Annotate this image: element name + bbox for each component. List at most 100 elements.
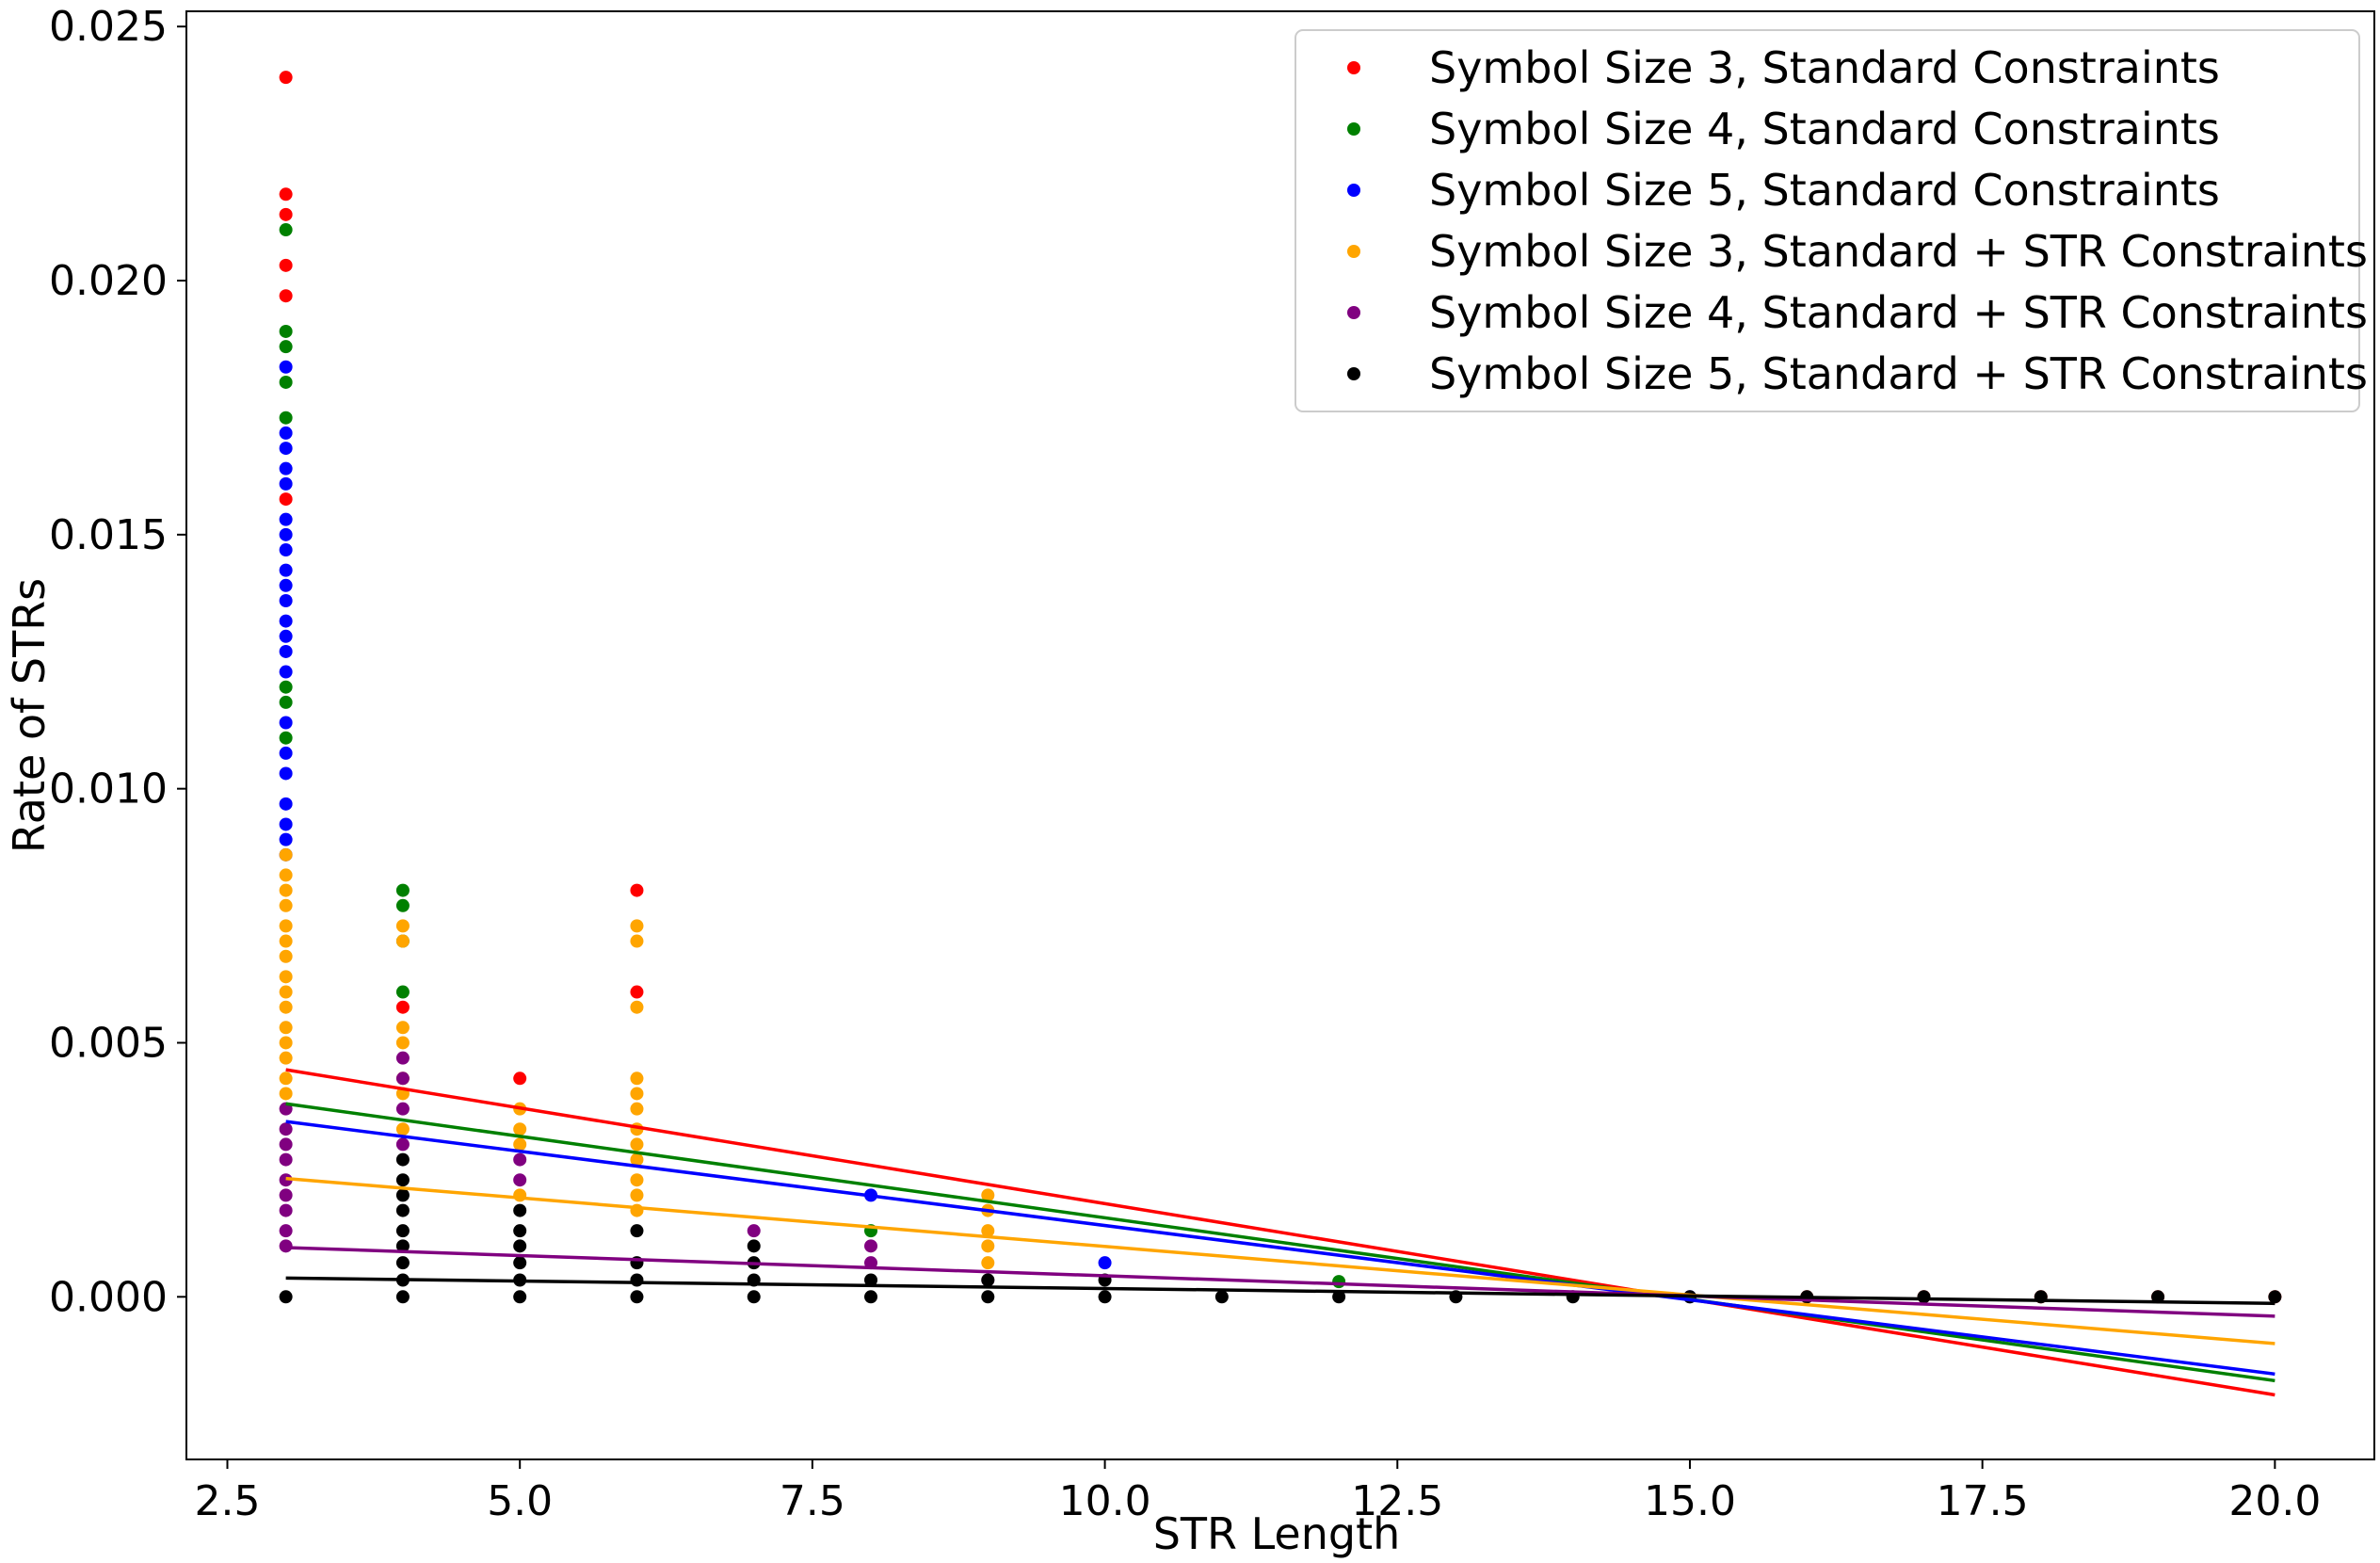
data-point xyxy=(513,1239,527,1253)
legend-marker xyxy=(1347,184,1360,197)
data-point xyxy=(279,543,293,557)
x-tick-label: 5.0 xyxy=(487,1477,553,1525)
data-point xyxy=(981,1256,995,1270)
data-point xyxy=(864,1273,878,1287)
data-point xyxy=(279,898,293,912)
data-point xyxy=(395,1203,410,1217)
data-point xyxy=(279,731,293,745)
data-point xyxy=(279,207,293,221)
data-point xyxy=(279,340,293,354)
data-point xyxy=(279,527,293,541)
data-point xyxy=(513,1203,527,1217)
data-point xyxy=(395,934,410,948)
data-point xyxy=(513,1122,527,1136)
data-point xyxy=(395,1036,410,1050)
data-point xyxy=(279,461,293,475)
data-point xyxy=(630,1087,644,1101)
data-point xyxy=(630,1173,644,1187)
data-point xyxy=(279,258,293,272)
data-point xyxy=(630,1273,644,1287)
data-point xyxy=(279,883,293,897)
data-point xyxy=(279,949,293,963)
data-point xyxy=(279,629,293,643)
data-point xyxy=(279,797,293,811)
data-point xyxy=(279,563,293,577)
legend-label: Symbol Size 3, Standard + STR Constraint… xyxy=(1429,226,2368,277)
plot-area-frame xyxy=(185,10,2375,1460)
data-point xyxy=(630,883,644,897)
x-tick-label: 20.0 xyxy=(2228,1477,2321,1525)
y-tick-label: 0.020 xyxy=(49,257,168,305)
data-point xyxy=(279,847,293,862)
legend-marker xyxy=(1347,61,1360,74)
data-point xyxy=(395,1021,410,1035)
data-point xyxy=(513,1290,527,1304)
data-point xyxy=(395,1122,410,1136)
y-tick-label: 0.005 xyxy=(49,1019,168,1067)
data-point xyxy=(395,1239,410,1253)
data-point xyxy=(279,1152,293,1167)
x-tick-label: 12.5 xyxy=(1351,1477,1443,1525)
data-point xyxy=(279,289,293,303)
data-point xyxy=(279,375,293,389)
data-point xyxy=(981,1188,995,1202)
data-point xyxy=(395,1152,410,1167)
y-tick-label: 0.010 xyxy=(49,765,168,814)
trend-line xyxy=(285,1068,2275,1397)
data-point xyxy=(279,1072,293,1086)
data-point xyxy=(1098,1256,1112,1270)
data-point xyxy=(279,766,293,781)
data-point xyxy=(395,919,410,933)
data-point xyxy=(395,1173,410,1187)
legend-box xyxy=(1295,29,2360,412)
data-point xyxy=(513,1137,527,1152)
data-point xyxy=(630,1137,644,1152)
data-point xyxy=(279,665,293,679)
data-point xyxy=(395,1290,410,1304)
data-point xyxy=(395,1188,410,1202)
legend-label: Symbol Size 5, Standard + STR Constraint… xyxy=(1429,348,2368,399)
legend-marker xyxy=(1347,306,1360,319)
data-point xyxy=(279,695,293,709)
data-point xyxy=(981,1273,995,1287)
data-point xyxy=(279,1188,293,1202)
data-point xyxy=(279,970,293,984)
trend-line xyxy=(285,1176,2275,1345)
data-point xyxy=(395,1137,410,1152)
plot-marks xyxy=(279,71,2282,1397)
data-point xyxy=(630,985,644,999)
data-point xyxy=(395,1000,410,1014)
legend-marker xyxy=(1347,245,1360,258)
data-point xyxy=(279,985,293,999)
data-point xyxy=(513,1224,527,1238)
data-point xyxy=(279,1224,293,1238)
data-point xyxy=(279,817,293,831)
data-point xyxy=(864,1290,878,1304)
data-point xyxy=(513,1152,527,1167)
x-tick-label: 10.0 xyxy=(1059,1477,1151,1525)
data-point xyxy=(630,934,644,948)
trend-line xyxy=(285,1120,2275,1377)
data-point xyxy=(513,1173,527,1187)
data-point xyxy=(279,1021,293,1035)
data-point xyxy=(279,1036,293,1050)
data-point xyxy=(395,1051,410,1065)
data-point xyxy=(279,71,293,85)
data-point xyxy=(279,1051,293,1065)
data-point xyxy=(1214,1290,1229,1304)
data-point xyxy=(279,360,293,374)
legend-marker xyxy=(1347,122,1360,136)
x-tick-label: 15.0 xyxy=(1644,1477,1736,1525)
data-point xyxy=(395,985,410,999)
legend-label: Symbol Size 4, Standard + STR Constraint… xyxy=(1429,287,2368,338)
legend: Symbol Size 3, Standard Constraints Symbo… xyxy=(1295,29,2368,412)
x-axis-label: STR Length xyxy=(1153,1508,1401,1559)
data-point xyxy=(1098,1290,1112,1304)
x-tick-label: 17.5 xyxy=(1937,1477,2029,1525)
data-point xyxy=(747,1239,761,1253)
data-point xyxy=(981,1224,995,1238)
data-point xyxy=(279,614,293,628)
data-point xyxy=(279,832,293,846)
trend-line xyxy=(285,1102,2275,1383)
data-point xyxy=(1332,1275,1346,1289)
